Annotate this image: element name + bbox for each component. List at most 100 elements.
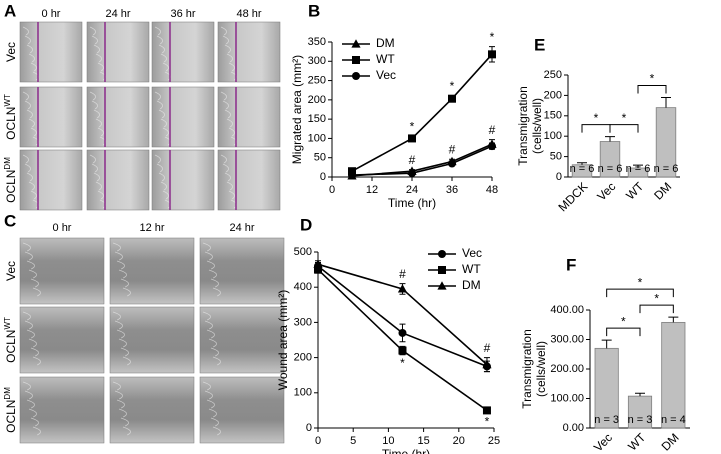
cell-texture: [224, 109, 231, 119]
column-label: 0 hr: [42, 8, 61, 20]
cell-texture: [210, 278, 219, 288]
cell-texture: [30, 62, 37, 72]
micrograph: [151, 149, 215, 211]
legend-label: WT: [462, 262, 481, 276]
marker: [488, 142, 496, 151]
cell-texture: [112, 381, 121, 391]
cell-texture: [222, 163, 229, 173]
panel-label: F: [566, 255, 576, 274]
cell-texture: [158, 109, 165, 119]
x-tick-label: Vec: [594, 179, 618, 203]
cell-texture: [208, 408, 217, 418]
cell-texture: [30, 417, 39, 427]
y-tick-label: 50: [314, 152, 326, 164]
marker: [313, 259, 323, 268]
row-label-sup: DM: [3, 157, 12, 170]
cell-texture: [158, 44, 165, 54]
row-label-text: Vec: [4, 42, 18, 62]
significance-bracket: [581, 124, 611, 133]
cell-texture: [26, 44, 33, 54]
point-annotation: #: [409, 153, 416, 167]
x-tick-label: 24: [406, 184, 418, 196]
y-axis-title: Transmigration: [520, 329, 534, 409]
cell-texture: [24, 35, 31, 45]
y-axis-title: (cells/well): [534, 341, 548, 397]
cell-texture: [206, 399, 215, 409]
marker: [438, 266, 446, 274]
cell-texture: [114, 251, 123, 261]
micrograph: [217, 21, 281, 83]
point-annotation: #: [399, 267, 406, 281]
y-tick-label: 200: [294, 352, 312, 364]
micrograph: [86, 149, 150, 211]
cell-texture: [95, 118, 102, 128]
micrograph: [199, 237, 285, 305]
cell-texture: [204, 320, 213, 330]
y-tick-label: 0: [320, 171, 326, 183]
cell-texture: [206, 260, 215, 270]
y-tick-label: 400.00: [550, 304, 584, 316]
row-label: Vec: [4, 261, 18, 281]
error-bar: [661, 96, 671, 108]
significance-bracket: [606, 288, 674, 298]
cell-texture: [32, 287, 41, 297]
point-annotation: #: [449, 142, 456, 156]
cell-texture: [93, 109, 100, 119]
marker: [438, 250, 446, 258]
y-tick-label: 0.00: [563, 422, 584, 434]
bar-note: n = 4: [661, 414, 686, 426]
bar-note: n = 6: [654, 163, 679, 175]
cell-texture: [91, 163, 98, 173]
series-line: [351, 53, 493, 172]
x-tick-label: 25: [488, 435, 500, 447]
x-axis-title: Time (hr): [382, 447, 430, 454]
cell-texture: [222, 35, 229, 45]
cell-texture: [226, 118, 233, 128]
cell-texture: [158, 172, 165, 182]
y-tick-label: 150: [308, 113, 326, 125]
panel-label: C: [4, 211, 16, 230]
cell-texture: [122, 287, 131, 297]
cell-texture: [202, 242, 211, 252]
cell-texture: [220, 91, 227, 101]
cell-texture: [30, 127, 37, 137]
cell-texture: [156, 100, 163, 110]
micrograph: [109, 376, 195, 444]
cell-texture: [212, 426, 221, 436]
x-tick-label: 15: [417, 435, 429, 447]
cell-texture: [210, 347, 219, 357]
y-tick-label: 200.00: [550, 363, 584, 375]
marker: [398, 346, 407, 355]
marker: [352, 72, 360, 80]
x-tick-label: 48: [486, 184, 498, 196]
y-tick-label: 250: [544, 69, 562, 81]
panel-label: D: [300, 215, 312, 234]
significance-label: *: [654, 291, 659, 305]
marker: [351, 39, 361, 48]
y-tick-label: 500: [294, 246, 312, 258]
cell-texture: [112, 311, 121, 321]
cell-texture: [210, 417, 219, 427]
point-annotation: *: [485, 414, 490, 428]
cell-texture: [116, 329, 125, 339]
error-bar: [633, 164, 643, 169]
marker: [448, 94, 456, 103]
x-tick-label: 10: [382, 435, 394, 447]
cell-texture: [208, 338, 217, 348]
legend-label: DM: [376, 36, 395, 50]
column-label: 24 hr: [105, 8, 130, 20]
bar-note: n = 6: [570, 163, 595, 175]
cell-texture: [228, 190, 235, 200]
cell-texture: [28, 338, 37, 348]
x-axis-title: Time (hr): [388, 196, 436, 210]
cell-texture: [26, 260, 35, 270]
cell-texture: [24, 390, 33, 400]
cell-texture: [202, 381, 211, 391]
y-tick-label: 100.00: [550, 392, 584, 404]
cell-texture: [120, 278, 129, 288]
marker: [397, 284, 408, 293]
cell-texture: [162, 190, 169, 200]
cell-texture: [202, 311, 211, 321]
micrograph: [151, 21, 215, 83]
